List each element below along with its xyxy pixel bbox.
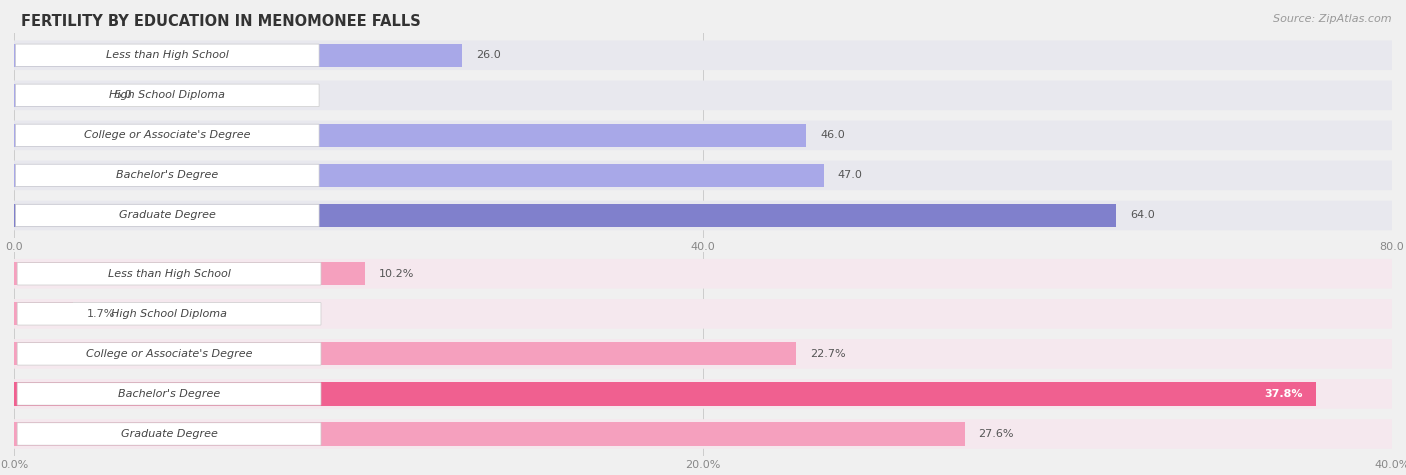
Bar — [14, 422, 965, 446]
Text: Graduate Degree: Graduate Degree — [120, 210, 215, 220]
Bar — [14, 302, 73, 325]
FancyBboxPatch shape — [14, 379, 1392, 409]
FancyBboxPatch shape — [15, 44, 319, 66]
FancyBboxPatch shape — [15, 84, 319, 106]
Text: High School Diploma: High School Diploma — [110, 90, 225, 100]
FancyBboxPatch shape — [17, 342, 321, 365]
Text: Graduate Degree: Graduate Degree — [121, 429, 218, 439]
Bar — [14, 44, 463, 67]
Text: Less than High School: Less than High School — [108, 269, 231, 279]
Text: High School Diploma: High School Diploma — [111, 309, 228, 319]
FancyBboxPatch shape — [14, 339, 1392, 369]
Bar — [14, 204, 1116, 227]
Text: 10.2%: 10.2% — [380, 269, 415, 279]
FancyBboxPatch shape — [14, 80, 1392, 110]
Text: 22.7%: 22.7% — [810, 349, 845, 359]
Text: 27.6%: 27.6% — [979, 429, 1014, 439]
Text: 37.8%: 37.8% — [1264, 389, 1302, 399]
FancyBboxPatch shape — [15, 124, 319, 147]
FancyBboxPatch shape — [14, 161, 1392, 190]
FancyBboxPatch shape — [17, 383, 321, 405]
Text: College or Associate's Degree: College or Associate's Degree — [86, 349, 252, 359]
Text: 46.0: 46.0 — [820, 130, 845, 141]
FancyBboxPatch shape — [17, 303, 321, 325]
FancyBboxPatch shape — [17, 423, 321, 445]
FancyBboxPatch shape — [15, 164, 319, 187]
Text: 47.0: 47.0 — [838, 171, 862, 180]
Bar — [14, 342, 796, 365]
Text: 1.7%: 1.7% — [86, 309, 115, 319]
FancyBboxPatch shape — [17, 263, 321, 285]
Bar — [14, 84, 100, 107]
Text: 26.0: 26.0 — [475, 50, 501, 60]
Bar — [14, 382, 1316, 406]
FancyBboxPatch shape — [15, 204, 319, 227]
FancyBboxPatch shape — [14, 259, 1392, 289]
Text: College or Associate's Degree: College or Associate's Degree — [84, 130, 250, 141]
Bar — [14, 164, 824, 187]
Text: FERTILITY BY EDUCATION IN MENOMONEE FALLS: FERTILITY BY EDUCATION IN MENOMONEE FALL… — [21, 14, 420, 29]
FancyBboxPatch shape — [14, 299, 1392, 329]
Bar — [14, 124, 807, 147]
Text: 64.0: 64.0 — [1130, 210, 1154, 220]
Bar — [14, 262, 366, 285]
Text: Bachelor's Degree: Bachelor's Degree — [117, 171, 218, 180]
Text: 5.0: 5.0 — [114, 90, 132, 100]
FancyBboxPatch shape — [14, 40, 1392, 70]
FancyBboxPatch shape — [14, 121, 1392, 150]
Text: Source: ZipAtlas.com: Source: ZipAtlas.com — [1274, 14, 1392, 24]
FancyBboxPatch shape — [14, 200, 1392, 230]
FancyBboxPatch shape — [14, 419, 1392, 449]
Text: Less than High School: Less than High School — [105, 50, 229, 60]
Text: Bachelor's Degree: Bachelor's Degree — [118, 389, 221, 399]
